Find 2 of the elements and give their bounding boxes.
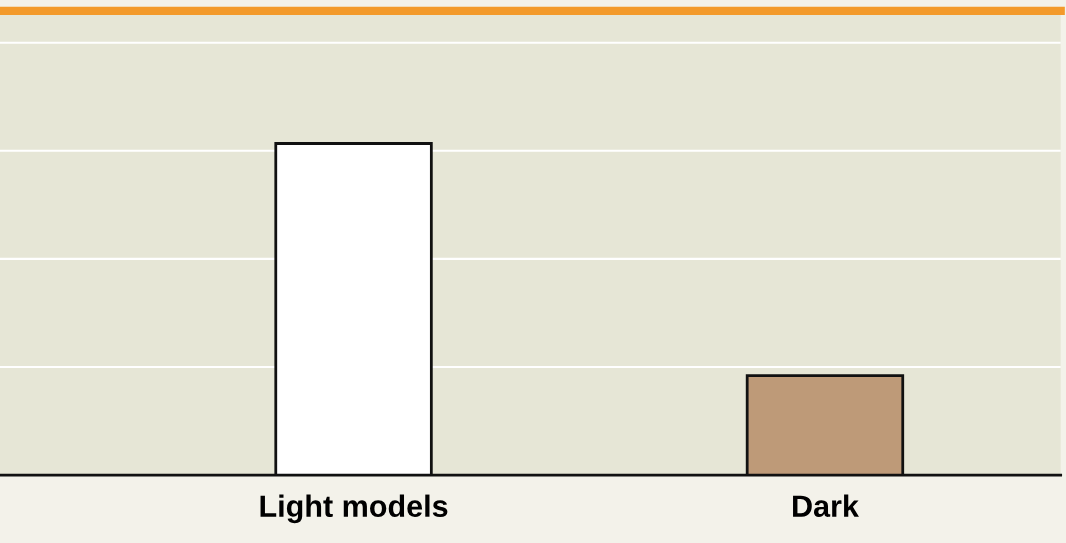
x-tick-label: Light models — [260, 494, 448, 524]
x-tick-label: Dark — [793, 494, 859, 518]
